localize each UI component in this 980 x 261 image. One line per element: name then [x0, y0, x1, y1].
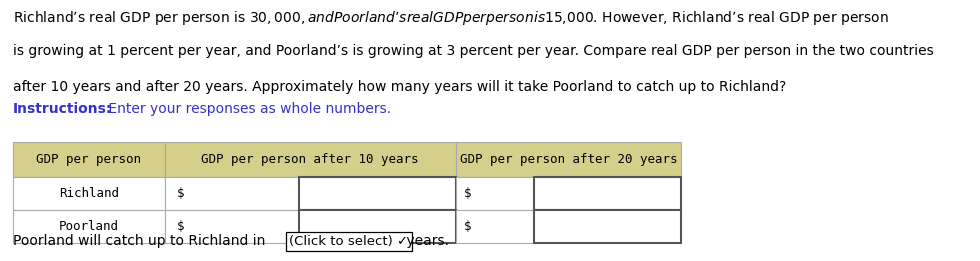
- Bar: [165, 142, 456, 177]
- Bar: [456, 177, 534, 210]
- Text: Richland’s real GDP per person is $30,000, and Poorland’s real GDP per person is: Richland’s real GDP per person is $30,00…: [13, 9, 889, 27]
- Bar: [299, 177, 456, 210]
- Text: $: $: [464, 220, 471, 233]
- Text: Richland: Richland: [59, 187, 119, 200]
- Bar: [534, 210, 681, 243]
- Text: GDP per person after 10 years: GDP per person after 10 years: [202, 153, 418, 166]
- Bar: [299, 210, 456, 243]
- Bar: [456, 210, 534, 243]
- Text: $: $: [464, 187, 471, 200]
- Text: Instructions:: Instructions:: [13, 102, 112, 116]
- Bar: [13, 177, 165, 210]
- Bar: [456, 142, 681, 177]
- Text: years.: years.: [402, 234, 449, 248]
- Bar: [534, 177, 681, 210]
- Bar: [13, 210, 165, 243]
- Text: GDP per person after 20 years: GDP per person after 20 years: [460, 153, 677, 166]
- Text: (Click to select) ✓: (Click to select) ✓: [289, 235, 409, 248]
- Text: Enter your responses as whole numbers.: Enter your responses as whole numbers.: [104, 102, 391, 116]
- Text: is growing at 1 percent per year, and Poorland’s is growing at 3 percent per yea: is growing at 1 percent per year, and Po…: [13, 44, 934, 58]
- Text: GDP per person: GDP per person: [36, 153, 141, 166]
- Text: $: $: [176, 187, 184, 200]
- Bar: [13, 142, 165, 177]
- Bar: [165, 210, 299, 243]
- Bar: [165, 177, 299, 210]
- Text: after 10 years and after 20 years. Approximately how many years will it take Poo: after 10 years and after 20 years. Appro…: [13, 80, 786, 94]
- Text: Poorland will catch up to Richland in: Poorland will catch up to Richland in: [13, 234, 270, 248]
- Text: Poorland: Poorland: [59, 220, 119, 233]
- Text: $: $: [176, 220, 184, 233]
